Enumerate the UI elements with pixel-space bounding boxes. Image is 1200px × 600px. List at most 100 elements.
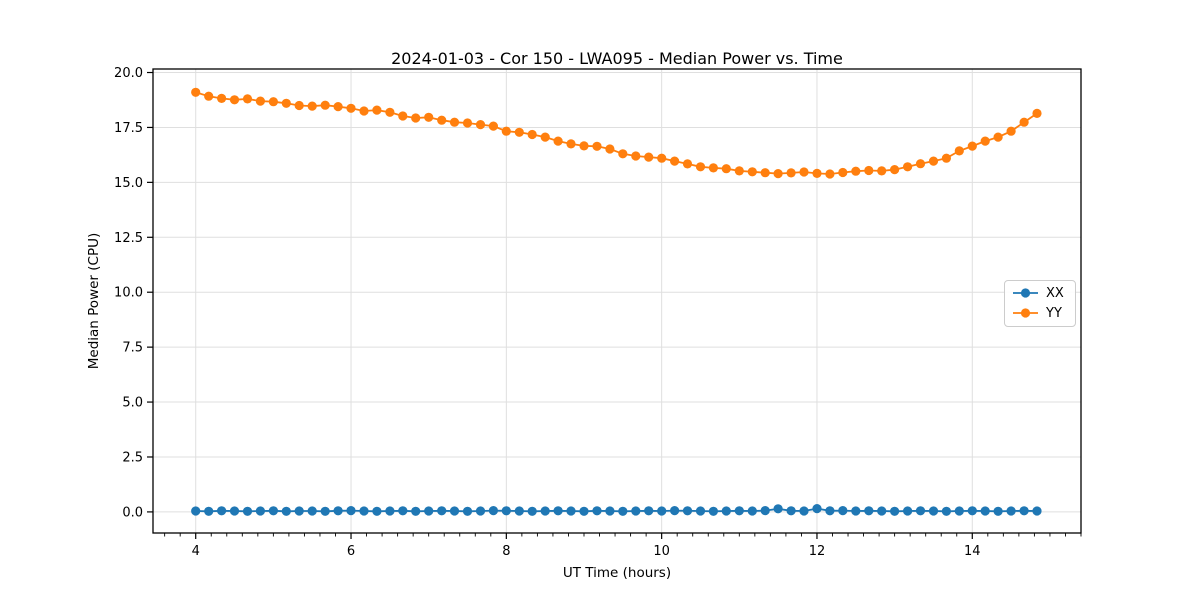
data-point-xx: [670, 506, 680, 516]
legend: XX YY: [1004, 280, 1076, 327]
data-point-yy: [864, 165, 874, 176]
data-point-xx: [618, 506, 628, 516]
data-point-yy: [799, 167, 809, 177]
data-point-yy: [320, 100, 330, 110]
data-point-xx: [385, 506, 395, 516]
data-point-yy: [255, 96, 265, 106]
data-point-xx: [333, 506, 343, 516]
data-point-yy: [579, 141, 589, 151]
data-point-yy: [411, 113, 421, 123]
data-point-xx: [566, 506, 576, 516]
data-point-yy: [307, 101, 317, 111]
data-point-xx: [398, 506, 408, 516]
data-point-xx: [928, 506, 939, 516]
data-point-xx: [644, 506, 654, 516]
data-point-xx: [307, 506, 317, 516]
data-point-yy: [773, 169, 783, 179]
data-point-yy: [1006, 126, 1016, 136]
data-point-xx: [437, 506, 447, 516]
data-point-xx: [695, 506, 706, 516]
data-point-xx: [657, 506, 667, 516]
data-point-yy: [553, 136, 563, 146]
data-point-xx: [281, 506, 291, 516]
data-point-xx: [773, 504, 783, 514]
data-point-yy: [657, 153, 667, 163]
data-point-xx: [501, 506, 511, 516]
data-point-xx: [747, 506, 757, 516]
y-tick-label: 10.0: [114, 286, 143, 301]
data-point-yy: [786, 168, 796, 178]
data-point-xx: [553, 506, 563, 516]
data-point-yy: [734, 166, 744, 176]
data-point-yy: [540, 132, 550, 142]
data-point-yy: [217, 93, 227, 103]
data-point-xx: [204, 506, 214, 516]
data-point-xx: [877, 506, 887, 516]
data-point-yy: [708, 163, 719, 173]
data-point-xx: [993, 506, 1003, 516]
y-tick-label: 12.5: [114, 231, 143, 246]
data-point-xx: [864, 506, 874, 516]
data-point-yy: [229, 95, 240, 105]
data-point-yy: [475, 120, 486, 130]
data-point-yy: [1032, 108, 1042, 118]
data-point-yy: [967, 141, 977, 151]
data-point-yy: [372, 105, 382, 115]
data-point-yy: [242, 94, 253, 104]
data-point-xx: [1006, 506, 1016, 516]
data-point-yy: [682, 159, 693, 169]
data-point-xx: [941, 506, 952, 516]
data-point-yy: [514, 127, 524, 137]
data-point-yy: [877, 166, 887, 176]
data-point-yy: [928, 156, 939, 166]
data-point-xx: [359, 506, 369, 516]
data-point-yy: [566, 139, 576, 149]
data-point-xx: [346, 506, 356, 516]
data-point-xx: [734, 506, 744, 516]
data-point-xx: [708, 506, 719, 516]
y-tick-label: 17.5: [114, 121, 143, 136]
data-point-xx: [838, 506, 848, 516]
x-tick-label: 8: [502, 544, 510, 559]
data-point-xx: [1032, 506, 1042, 516]
data-point-yy: [915, 159, 926, 169]
data-point-xx: [760, 506, 770, 516]
data-point-xx: [915, 506, 926, 516]
legend-entry-xx: XX: [1012, 285, 1068, 302]
data-point-yy: [618, 149, 628, 159]
data-point-yy: [695, 162, 706, 172]
data-point-xx: [799, 506, 809, 516]
data-point-xx: [579, 506, 589, 516]
y-tick-label: 15.0: [114, 176, 143, 191]
data-point-yy: [268, 97, 278, 107]
data-point-yy: [890, 165, 900, 175]
data-point-yy: [838, 167, 848, 178]
data-point-xx: [449, 506, 460, 516]
data-point-xx: [255, 506, 265, 516]
data-point-xx: [903, 506, 913, 516]
data-point-yy: [501, 126, 511, 136]
data-point-xx: [605, 506, 615, 516]
data-point-xx: [527, 506, 537, 516]
data-point-xx: [1019, 506, 1029, 516]
data-point-yy: [605, 144, 615, 154]
data-point-yy: [346, 103, 356, 113]
data-point-yy: [359, 106, 369, 116]
data-point-yy: [333, 102, 343, 112]
data-point-xx: [682, 506, 693, 516]
data-point-xx: [217, 506, 227, 516]
data-point-yy: [760, 168, 770, 178]
data-point-yy: [424, 112, 434, 122]
data-point-xx: [980, 506, 990, 516]
x-tick-label: 4: [192, 544, 200, 559]
legend-swatch-yy-icon: [1012, 304, 1039, 323]
data-point-yy: [294, 100, 304, 111]
x-tick-label: 10: [653, 544, 670, 559]
axes-spines: [152, 68, 1082, 534]
data-point-xx: [229, 506, 240, 516]
data-point-xx: [812, 504, 822, 514]
data-point-xx: [475, 506, 486, 516]
data-point-yy: [488, 121, 498, 131]
data-point-yy: [851, 166, 861, 176]
